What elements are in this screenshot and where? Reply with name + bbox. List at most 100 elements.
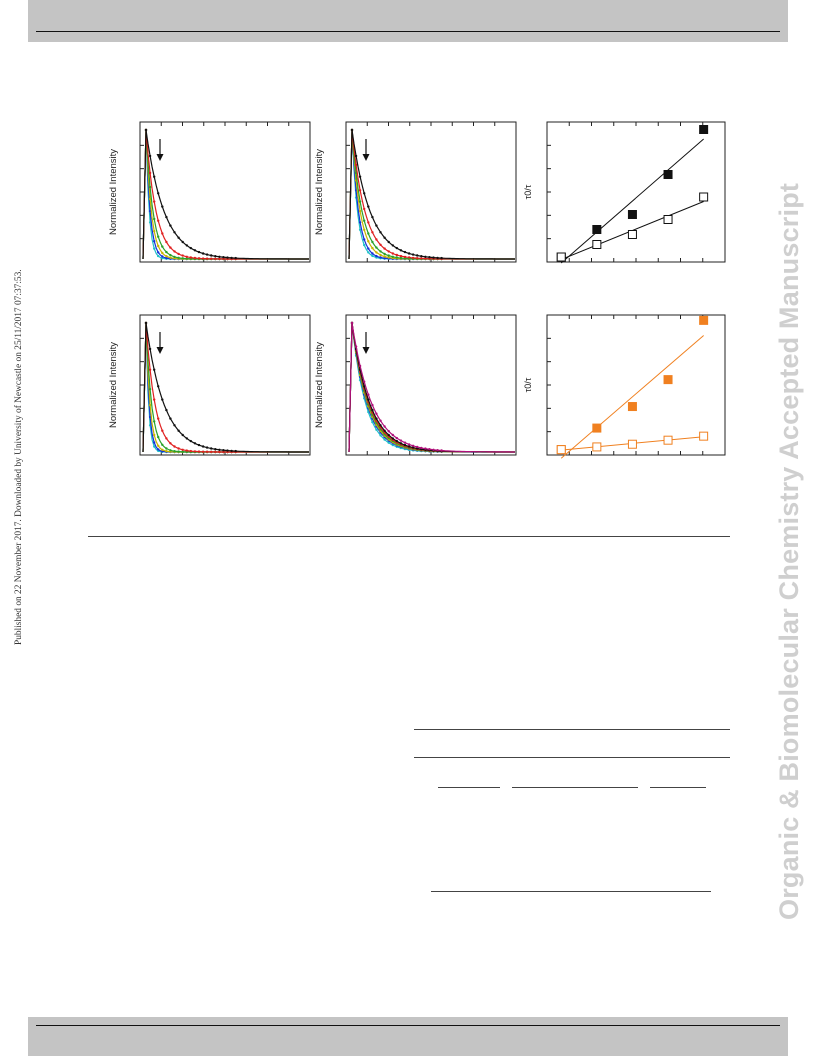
panel-top-left-point-black xyxy=(153,175,156,178)
panel-top-middle-point-black xyxy=(403,250,407,254)
panel-top-left-point-yellow xyxy=(157,244,160,248)
panel-bottom-left-point-black xyxy=(165,408,168,412)
panel-bottom-left-point-green xyxy=(161,443,164,446)
panel-bottom-middle-point-magenta xyxy=(363,380,366,383)
panel-top-middle-point-black xyxy=(395,246,398,250)
panel-top-left-point-black xyxy=(214,255,217,258)
panel-bottom-left-point-red xyxy=(189,449,192,453)
panel-top-middle-series-black xyxy=(348,129,515,260)
panel-top-middle-point-black xyxy=(411,253,415,256)
panel-bottom-left-ylabel: Normalized Intensity xyxy=(108,342,119,428)
panel-bottom-left-point-black xyxy=(173,424,176,427)
panel-top-left-point-black xyxy=(222,256,225,259)
panel-top-left-point-green xyxy=(169,253,172,257)
panel-bottom-middle-point-magenta xyxy=(371,403,374,407)
panel-bottom-left-point-black xyxy=(214,448,217,451)
panel-bottom-left-point-green xyxy=(181,450,184,453)
figure-caption-rule xyxy=(88,536,730,537)
panel-top-left-point-black xyxy=(173,231,176,234)
panel-bottom-left-point-green xyxy=(169,449,172,452)
panel-top-left-point-red xyxy=(181,254,184,257)
panel-top-middle-point-green xyxy=(363,219,366,222)
panel-top-left-point-black xyxy=(181,240,184,244)
panel-top-middle-point-cyan xyxy=(363,243,366,247)
panel-top-right-open-square xyxy=(592,240,602,249)
panel-top-middle-point-green xyxy=(367,232,370,235)
panel-bottom-middle-point-magenta xyxy=(424,447,427,450)
panel-top-middle-point-black xyxy=(416,254,419,257)
panel-bottom-left-point-red xyxy=(205,450,209,453)
panel-bottom-left-point-black xyxy=(230,449,233,453)
panel-bottom-left-point-yellow xyxy=(165,450,168,453)
panel-top-left-point-red xyxy=(222,257,225,261)
panel-top-left-point-black xyxy=(165,215,168,219)
panel-top-middle-point-black xyxy=(354,154,358,158)
panel-top-left-point-green xyxy=(177,256,180,259)
panel-bottom-left-point-black xyxy=(205,446,209,449)
panel-top-left-point-yellow xyxy=(153,229,156,233)
panel-bottom-middle-arrow-head xyxy=(362,347,370,354)
panel-top-left-point-green xyxy=(165,250,168,254)
panel-bottom-left-point-black xyxy=(222,449,225,452)
panel-top-left-point-blue xyxy=(157,251,160,254)
panel-top-left-point-red xyxy=(193,256,197,260)
panel-top-left-point-yellow xyxy=(148,197,152,201)
panel-top-middle-point-green xyxy=(387,254,390,257)
panel-top-middle-point-blue xyxy=(367,247,370,250)
panel-bottom-left-point-black xyxy=(189,439,192,443)
panel-top-left-point-red xyxy=(214,257,217,261)
panel-top-middle-point-black xyxy=(428,256,431,259)
panel-bottom-middle-point-magenta xyxy=(407,443,411,446)
panel-top-right-ylabel: τ0/τ xyxy=(523,184,533,199)
panel-bottom-middle-point-black xyxy=(399,442,403,445)
panel-top-middle-point-red xyxy=(387,250,390,253)
panel-top-middle-point-red xyxy=(354,163,358,167)
panel-top-middle-point-red xyxy=(383,247,386,250)
panel-bottom-right: τ0/τ xyxy=(523,314,726,459)
panel-bottom-middle-point-magenta xyxy=(428,448,431,451)
panel-top-middle-point-black xyxy=(391,244,394,247)
panel-top-middle-series-blue xyxy=(348,129,515,260)
panel-bottom-middle-point-magenta xyxy=(383,425,386,428)
panel-bottom-left-point-black xyxy=(157,385,160,388)
panel-top-left-point-red xyxy=(189,256,192,259)
panel-top-left-point-blue xyxy=(165,256,168,260)
panel-top-middle-point-red xyxy=(407,256,411,259)
panel-bottom-right-filled-square xyxy=(663,375,673,385)
panel-top-left-point-red xyxy=(165,240,168,244)
panel-bottom-left-series-blue xyxy=(142,322,309,453)
panel-bottom-left-point-red xyxy=(169,442,172,445)
panel-bottom-middle-series-red xyxy=(348,322,515,453)
panel-bottom-middle-point-black xyxy=(411,446,415,449)
panel-top-middle-series-red xyxy=(348,129,515,260)
panel-bottom-left-point-blue xyxy=(157,448,160,451)
panel-top-left-point-red xyxy=(197,257,201,260)
table-header-rule xyxy=(414,757,730,758)
panel-bottom-right-fit-line-0 xyxy=(560,335,704,459)
table-bottom-rule xyxy=(431,891,711,892)
panel-bottom-middle-point-magenta xyxy=(432,448,435,451)
panel-top-right-fit-line-0 xyxy=(560,138,704,264)
panel-top-left-point-black xyxy=(185,244,188,247)
panel-top-left-point-cyan xyxy=(157,254,160,258)
panel-top-middle-point-yellow xyxy=(375,251,378,254)
footer-rule xyxy=(36,1025,780,1026)
panel-bottom-right-filled-square xyxy=(592,423,602,433)
panel-top-middle-point-red xyxy=(375,238,378,241)
panel-bottom-left-point-black xyxy=(234,449,237,453)
journal-footer-bar xyxy=(28,1017,788,1056)
panel-top-left-point-black xyxy=(144,128,148,132)
panel-bottom-left-point-black xyxy=(161,398,164,401)
panel-top-middle-point-green xyxy=(391,255,394,258)
panel-bottom-left-point-yellow xyxy=(153,433,156,437)
panel-top-middle-point-black xyxy=(363,192,366,195)
panel-bottom-left-point-black xyxy=(193,442,197,445)
panel-top-middle-point-black xyxy=(420,255,423,258)
panel-top-left-point-black xyxy=(169,224,172,227)
table-group-rule-2 xyxy=(512,787,638,788)
panel-bottom-right-open-square xyxy=(699,431,709,441)
panel-top-middle-point-black xyxy=(424,255,427,258)
panel-top-middle-point-black xyxy=(432,256,435,259)
panel-bottom-middle-point-magenta xyxy=(416,445,419,449)
panel-top-middle-series-green xyxy=(348,129,515,260)
